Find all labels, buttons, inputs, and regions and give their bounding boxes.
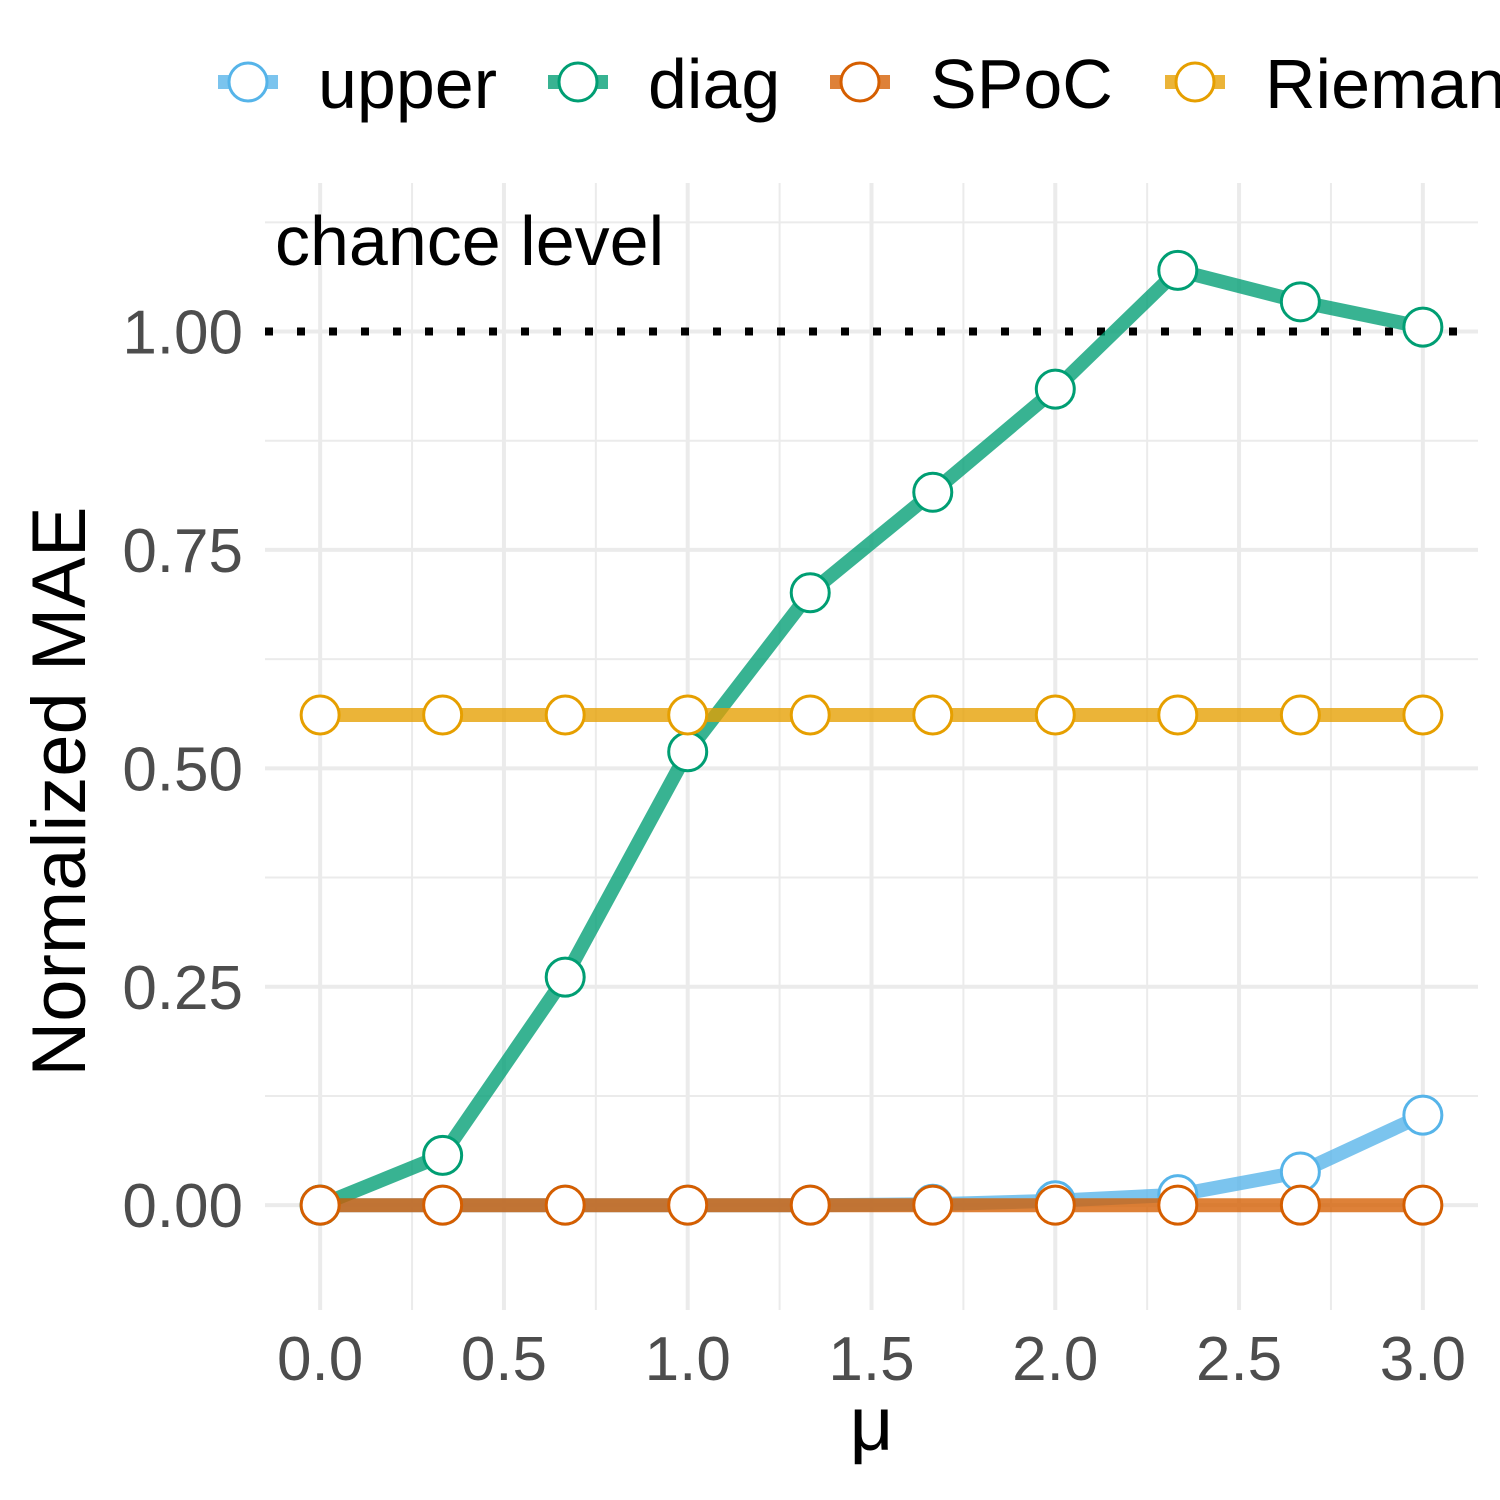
data-point-spoc-0 [299,1184,341,1226]
legend-key-marker [227,61,269,103]
series-spoc [299,1184,1444,1226]
data-point-spoc-4 [789,1184,831,1226]
data-point-riemann-6 [1034,694,1076,736]
data-point-diag-1 [422,1134,464,1176]
axes: 0.0 0.5 1.0 1.5 2.0 2.5 3.0 0.00 0.25 0.50 0.75 1.0… [17,299,1466,1467]
data-point-diag-5 [912,471,954,513]
legend-key-marker [557,61,599,103]
legend-label-upper: upper [318,45,497,123]
data-point-riemann-2 [544,694,586,736]
y-axis-title: Normalized MAE [17,506,102,1076]
x-tick-label-4: 2.0 [1012,1325,1098,1394]
data-point-spoc-6 [1034,1184,1076,1226]
data-point-spoc-8 [1279,1184,1321,1226]
data-point-diag-7 [1157,249,1199,291]
y-tick-label-4: 1.00 [122,299,243,368]
data-point-spoc-9 [1402,1184,1444,1226]
y-tick-label-0: 0.00 [122,1172,243,1241]
data-point-riemann-9 [1402,694,1444,736]
legend-label-spoc: SPoC [930,45,1113,123]
x-tick-label-6: 3.0 [1380,1325,1466,1394]
legend-label-riemann: Riemann [1265,45,1500,123]
data-point-spoc-3 [667,1184,709,1226]
data-point-spoc-2 [544,1184,586,1226]
data-point-riemann-8 [1279,694,1321,736]
legend-label-diag: diag [648,45,780,123]
y-tick-label-2: 0.50 [122,735,243,804]
legend-item-spoc: SPoC [830,45,1113,123]
data-point-diag-4 [789,572,831,614]
y-tick-label-3: 0.75 [122,517,243,586]
x-tick-label-0: 0.0 [277,1325,363,1394]
data-point-diag-2 [544,956,586,998]
series-line-diag [313,263,1430,1213]
reference-line-group: chance level [265,202,1478,336]
legend-key-marker [839,61,881,103]
data-point-riemann-3 [667,694,709,736]
x-tick-label-2: 1.0 [645,1325,731,1394]
data-point-upper-9 [1402,1094,1444,1136]
y-tick-label-1: 0.25 [122,954,243,1023]
data-point-diag-3 [667,731,709,773]
legend-item-upper: upper [218,45,497,123]
data-point-spoc-1 [422,1184,464,1226]
data-point-riemann-7 [1157,694,1199,736]
x-axis-title: μ [850,1382,894,1467]
legend-item-diag: diag [548,45,780,123]
chance-level-label: chance level [275,202,664,280]
x-tick-label-5: 2.5 [1196,1325,1282,1394]
data-point-diag-9 [1402,306,1444,348]
series-group [299,249,1444,1226]
data-point-diag-6 [1034,368,1076,410]
data-point-riemann-5 [912,694,954,736]
x-tick-label-1: 0.5 [461,1325,547,1394]
data-point-diag-8 [1279,281,1321,323]
legend: upper diag SPoC Riemann [218,45,1500,123]
data-point-riemann-1 [422,694,464,736]
x-tick-label-3: 1.5 [828,1325,914,1394]
legend-item-riemann: Riemann [1165,45,1500,123]
series-riemann [299,694,1444,736]
data-point-spoc-5 [912,1184,954,1226]
legend-key-marker [1174,61,1216,103]
data-point-riemann-0 [299,694,341,736]
data-point-riemann-4 [789,694,831,736]
data-point-spoc-7 [1157,1184,1199,1226]
